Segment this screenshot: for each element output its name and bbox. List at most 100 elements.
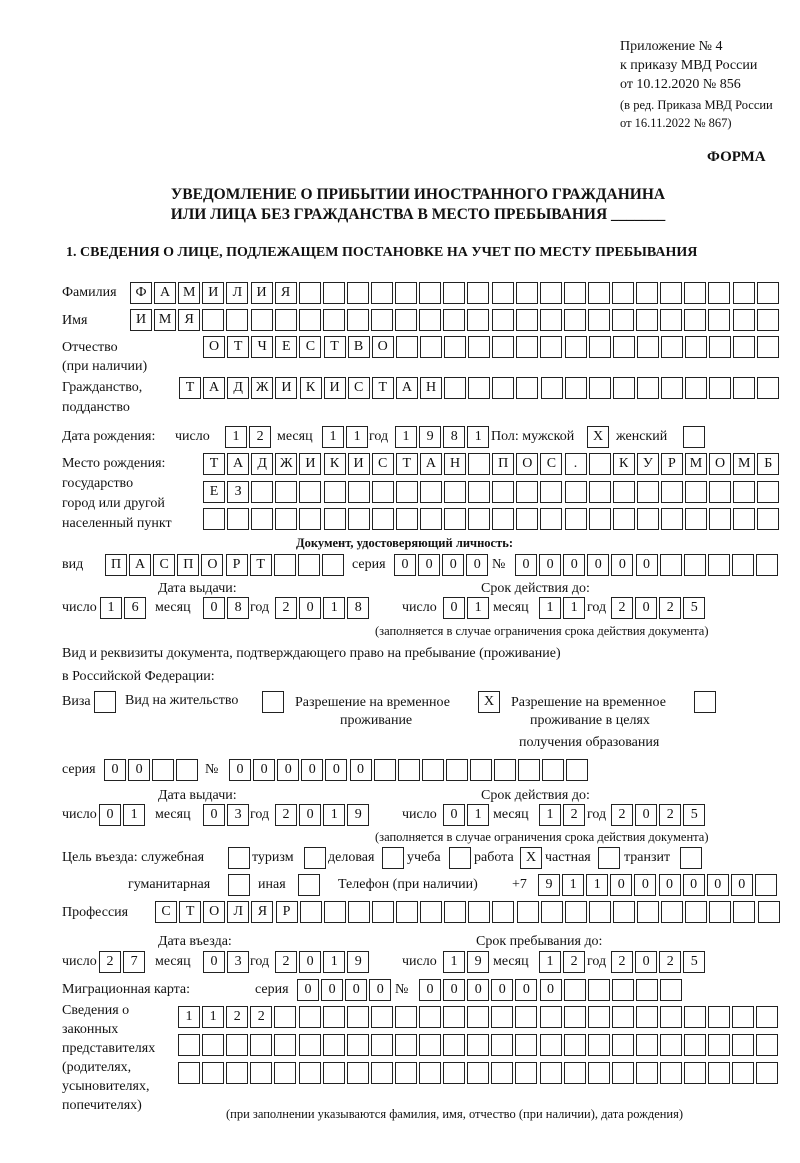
char-cell[interactable] (467, 1062, 490, 1084)
char-cell[interactable]: 2 (99, 951, 121, 973)
char-cell[interactable] (273, 554, 296, 576)
char-cell[interactable] (347, 508, 370, 530)
char-cell[interactable] (445, 759, 468, 781)
char-cell[interactable] (491, 1062, 514, 1084)
char-cell[interactable] (539, 282, 562, 304)
char-cell[interactable]: Е (203, 481, 225, 503)
char-cell[interactable]: 1 (467, 597, 490, 619)
char-cell[interactable]: 9 (419, 426, 442, 448)
char-cell[interactable]: 2 (249, 426, 272, 448)
char-cell[interactable] (298, 309, 321, 331)
char-cell[interactable]: Я (251, 901, 274, 923)
char-cell[interactable] (709, 901, 732, 923)
char-cell[interactable]: 9 (347, 804, 370, 826)
char-cell[interactable] (298, 282, 321, 304)
char-cell[interactable] (492, 377, 515, 399)
char-cell[interactable] (394, 1062, 417, 1084)
char-cell[interactable] (251, 508, 274, 530)
char-cell[interactable]: 2 (659, 951, 682, 973)
char-cell[interactable]: М (154, 309, 177, 331)
char-cell[interactable] (539, 1006, 562, 1028)
char-cell[interactable]: Ф (130, 282, 152, 304)
char-cell[interactable] (468, 453, 491, 475)
char-cell[interactable]: 0 (299, 804, 322, 826)
char-cell[interactable] (202, 1034, 225, 1056)
char-cell[interactable]: 0 (349, 759, 372, 781)
char-cell[interactable] (708, 309, 731, 331)
char-cell[interactable] (659, 554, 682, 576)
char-cell[interactable] (443, 1006, 466, 1028)
char-cell[interactable] (152, 759, 175, 781)
char-cell[interactable] (685, 481, 707, 503)
char-cell[interactable]: 0 (634, 874, 657, 896)
char-cell[interactable] (492, 901, 515, 923)
char-cell[interactable] (443, 1034, 466, 1056)
char-cell[interactable]: 2 (226, 1006, 249, 1028)
char-cell[interactable] (563, 979, 586, 1001)
char-cell[interactable] (540, 901, 563, 923)
char-cell[interactable]: 2 (659, 804, 682, 826)
char-cell[interactable]: П (177, 554, 200, 576)
char-cell[interactable]: С (540, 453, 563, 475)
char-cell[interactable] (757, 481, 780, 503)
char-cell[interactable] (756, 554, 778, 576)
char-cell[interactable]: Р (660, 453, 683, 475)
char-cell[interactable] (226, 1034, 249, 1056)
char-cell[interactable]: 0 (419, 979, 441, 1001)
char-cell[interactable] (443, 282, 466, 304)
char-cell[interactable] (250, 1034, 273, 1056)
char-cell[interactable]: Т (203, 453, 225, 475)
char-cell[interactable]: 6 (124, 597, 147, 619)
char-cell[interactable] (516, 481, 539, 503)
char-cell[interactable] (419, 282, 442, 304)
char-cell[interactable] (708, 282, 731, 304)
checkbox-cell[interactable] (382, 847, 404, 869)
char-cell[interactable] (468, 336, 491, 358)
char-cell[interactable] (419, 1034, 441, 1056)
char-cell[interactable] (373, 759, 396, 781)
char-cell[interactable]: 0 (635, 804, 658, 826)
char-cell[interactable] (709, 336, 732, 358)
char-cell[interactable] (202, 1062, 225, 1084)
char-cell[interactable] (756, 309, 779, 331)
purpose-official-checkbox[interactable] (228, 847, 252, 869)
char-cell[interactable] (346, 1006, 369, 1028)
char-cell[interactable] (635, 1034, 658, 1056)
char-cell[interactable] (298, 1062, 321, 1084)
char-cell[interactable] (756, 1062, 779, 1084)
char-cell[interactable] (346, 309, 369, 331)
sex-female-checkbox[interactable] (683, 426, 707, 448)
char-cell[interactable]: 0 (369, 979, 392, 1001)
char-cell[interactable] (322, 1006, 345, 1028)
sex-male-checkbox[interactable]: X (587, 426, 611, 448)
char-cell[interactable] (491, 309, 514, 331)
char-cell[interactable]: Р (275, 901, 298, 923)
char-cell[interactable]: Ж (275, 453, 298, 475)
char-cell[interactable]: 0 (491, 979, 514, 1001)
char-cell[interactable] (274, 1006, 297, 1028)
char-cell[interactable]: А (129, 554, 152, 576)
char-cell[interactable] (395, 309, 418, 331)
char-cell[interactable]: 5 (683, 804, 706, 826)
char-cell[interactable] (566, 759, 589, 781)
char-cell[interactable] (661, 377, 683, 399)
char-cell[interactable] (685, 508, 707, 530)
char-cell[interactable] (756, 1006, 779, 1028)
char-cell[interactable] (298, 1006, 321, 1028)
char-cell[interactable]: 0 (515, 979, 538, 1001)
char-cell[interactable] (468, 901, 491, 923)
char-cell[interactable]: 9 (467, 951, 490, 973)
